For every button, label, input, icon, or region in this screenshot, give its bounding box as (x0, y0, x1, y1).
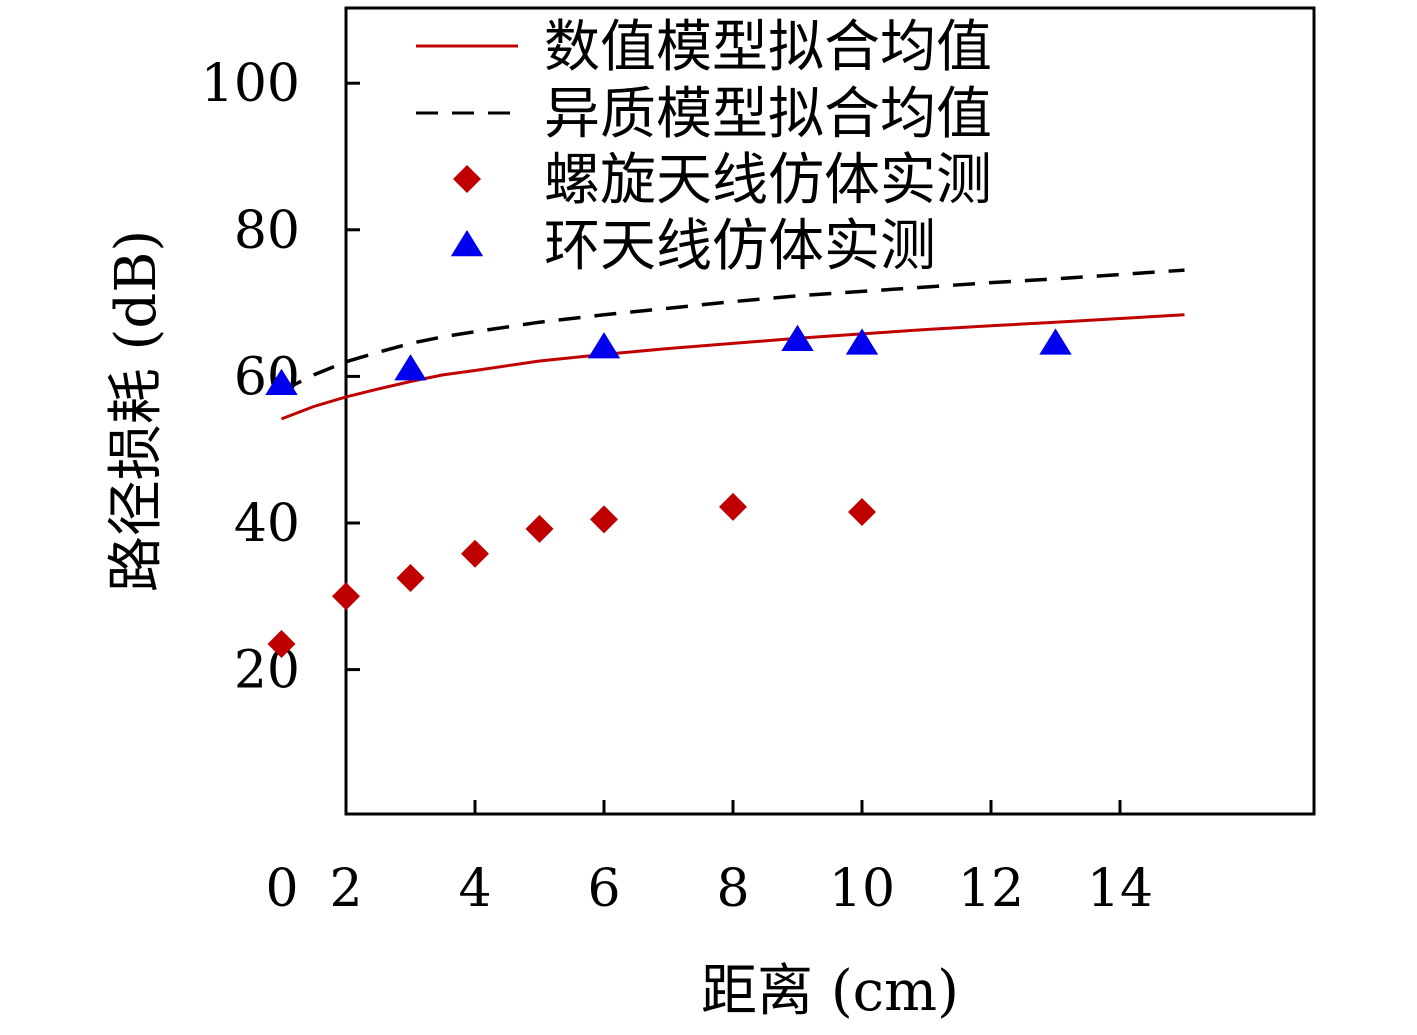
triangle-marker (1039, 328, 1072, 355)
triangle-marker (265, 368, 298, 395)
diamond-marker (461, 539, 489, 568)
y-tick-label: 80 (234, 201, 300, 261)
plot-frame (344, 6, 1316, 816)
x-tick-label: 6 (587, 859, 620, 919)
x-axis-title: 距离 (cm) (701, 959, 959, 1024)
axis-ticks: 2 4 6 8 10 12 14 20 40 60 80 100 (201, 54, 1153, 919)
triangle-marker (845, 328, 879, 355)
y-tick-label: 40 (234, 494, 300, 554)
legend-swatch-diamond (453, 165, 481, 193)
diamond-marker (267, 629, 296, 658)
diamond-marker (719, 492, 747, 521)
origin-tick-label: 0 (265, 859, 298, 919)
diamond-marker (590, 505, 618, 534)
y-tick-label: 100 (201, 54, 300, 114)
legend-label: 异质模型拟合均值 (544, 82, 992, 147)
series-line-1 (280, 313, 1185, 421)
y-axis-title: 路径损耗 (dB) (104, 230, 169, 593)
x-tick-label: 4 (458, 859, 491, 919)
triangle-marker (781, 324, 814, 351)
y-tick-label: 20 (234, 641, 300, 701)
triangle-marker (394, 354, 427, 381)
triangle-marker (587, 332, 621, 359)
series-markers (265, 324, 1072, 658)
x-tick-label: 12 (958, 859, 1024, 919)
diamond-marker (396, 563, 425, 592)
diamond-marker (848, 498, 876, 527)
diamond-marker (525, 514, 554, 543)
x-tick-label: 8 (716, 859, 749, 919)
y-tick-label: 60 (234, 347, 300, 407)
legend-label: 螺旋天线仿体实测 (544, 148, 992, 213)
legend-label: 数值模型拟合均值 (544, 15, 992, 80)
x-tick-label: 2 (329, 859, 362, 919)
legend-swatch-triangle (450, 230, 484, 257)
x-tick-label: 14 (1087, 859, 1153, 919)
x-tick-label: 10 (829, 859, 895, 919)
series-lines (280, 268, 1185, 421)
series-line-2 (280, 268, 1185, 393)
diamond-marker (332, 582, 360, 611)
legend-label: 环天线仿体实测 (544, 214, 936, 279)
